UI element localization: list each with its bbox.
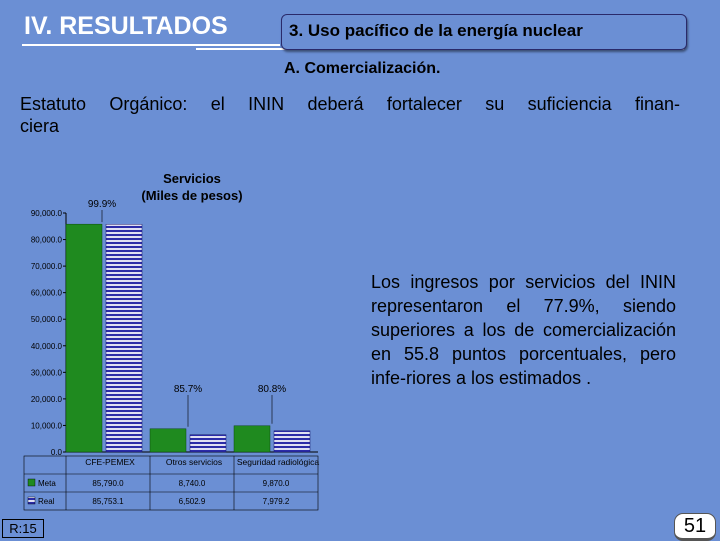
percent-label: 80.8% bbox=[258, 384, 286, 395]
percent-label: 99.9% bbox=[88, 199, 116, 210]
y-tick-label: 90,000.0 bbox=[31, 209, 63, 218]
legend-label: Real bbox=[38, 497, 55, 506]
legend-swatch bbox=[27, 496, 36, 505]
table-cell-value: 85,753.1 bbox=[92, 497, 124, 506]
percent-label: 85.7% bbox=[174, 384, 202, 395]
table-cell-value: 8,740.0 bbox=[179, 479, 206, 488]
chart-title-line-1: Servicios bbox=[163, 171, 221, 186]
chart-data-table: Meta 85,790.0 8,740.0 9,870.0 Real 85,753.1 6,… bbox=[23, 455, 319, 511]
corner-label: R:15 bbox=[2, 519, 44, 538]
statement-line-1: Estatuto Orgánico: el ININ deberá fortal… bbox=[20, 94, 680, 114]
y-tick-label: 50,000.0 bbox=[31, 315, 63, 324]
bar-real bbox=[105, 224, 143, 453]
subtopic-title: A. Comercialización. bbox=[284, 60, 441, 77]
table-border bbox=[23, 455, 319, 511]
chart-bars: 99.9% CFE-PEMEX 85.7% Otros servicios 80.8% S… bbox=[65, 199, 319, 467]
y-tick-label: 20,000.0 bbox=[31, 395, 63, 404]
y-tick-label: 70,000.0 bbox=[31, 262, 63, 271]
category-label: CFE-PEMEX bbox=[85, 457, 135, 467]
y-tick-label: 40,000.0 bbox=[31, 342, 63, 351]
legend-swatch bbox=[27, 478, 36, 487]
y-tick-label: 60,000.0 bbox=[31, 289, 63, 298]
table-cell-value: 9,870.0 bbox=[263, 479, 290, 488]
bar-real bbox=[189, 434, 227, 453]
table-cell-value: 6,502.9 bbox=[179, 497, 206, 506]
topic-title: 3. Uso pacífico de la energía nuclear bbox=[289, 21, 583, 40]
page-number-badge: 51 bbox=[674, 513, 716, 541]
title-underline bbox=[22, 44, 280, 46]
legend-label: Meta bbox=[38, 479, 56, 488]
bar-meta bbox=[149, 428, 187, 453]
chart-title-line-2: (Miles de pesos) bbox=[141, 188, 242, 203]
section-title: IV. RESULTADOS bbox=[24, 12, 228, 40]
category-label: Otros servicios bbox=[166, 457, 222, 467]
table-cell-value: 85,790.0 bbox=[92, 479, 124, 488]
topic-box bbox=[281, 14, 687, 50]
table-cell-value: 7,979.2 bbox=[263, 497, 290, 506]
statement-line-2: ciera bbox=[20, 116, 60, 136]
bar-meta bbox=[233, 425, 271, 453]
y-tick-label: 80,000.0 bbox=[31, 236, 63, 245]
bar-real bbox=[273, 430, 311, 453]
y-tick-label: 0.0 bbox=[51, 448, 63, 457]
category-label: Seguridad radiológica bbox=[237, 457, 319, 467]
y-tick-label: 10,000.0 bbox=[31, 421, 63, 430]
y-tick-label: 30,000.0 bbox=[31, 368, 63, 377]
bar-meta bbox=[65, 223, 103, 453]
body-paragraph: Los ingresos por servicios del ININ repr… bbox=[371, 272, 676, 388]
